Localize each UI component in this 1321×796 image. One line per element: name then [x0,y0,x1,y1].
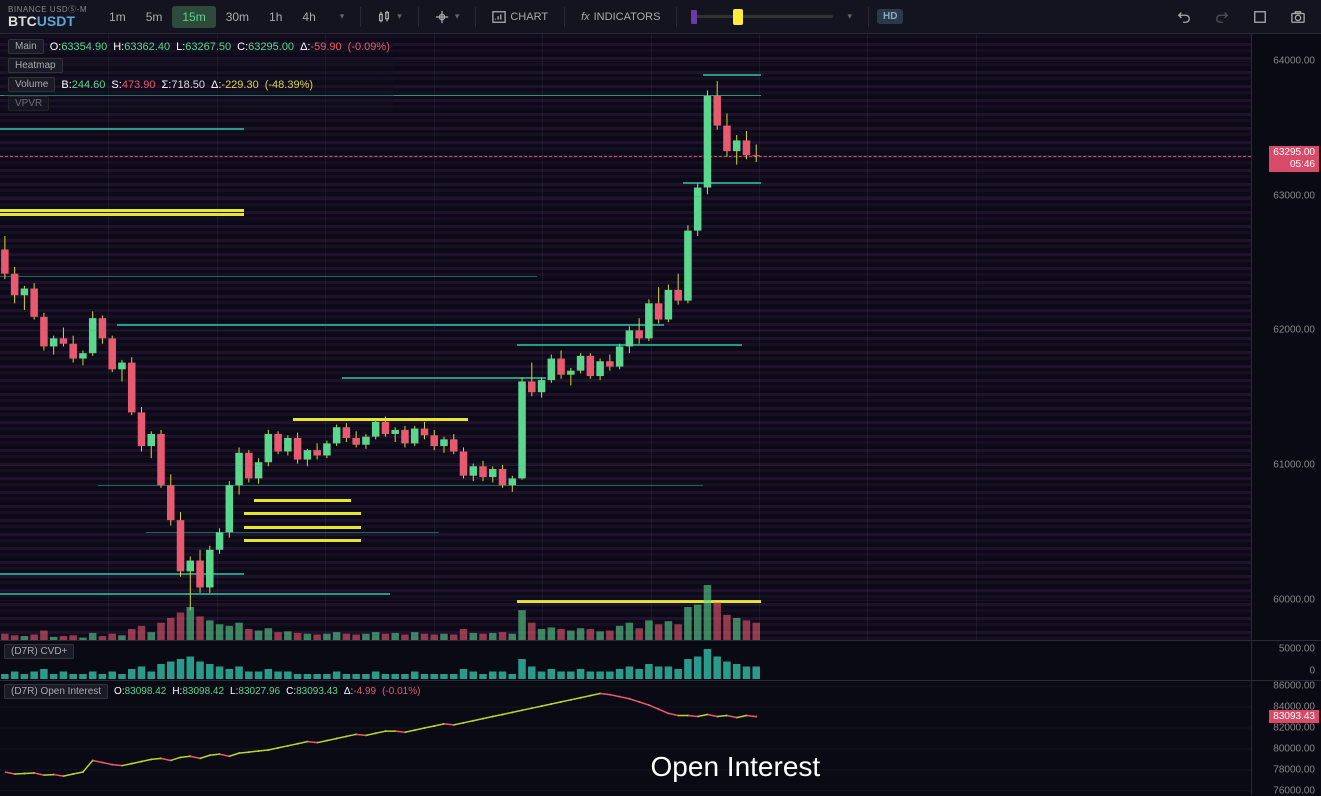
oi-y-axis[interactable]: 76000.0078000.0080000.0082000.0084000.00… [1251,681,1321,795]
timeframe-30m[interactable]: 30m [216,6,259,28]
symbol-selector[interactable]: BINANCE USDⓈ-M BTCUSDT [8,6,87,28]
cvd-y-axis[interactable]: 05000.00 [1251,641,1321,680]
timeframe-1h[interactable]: 1h [259,6,292,28]
drawing-tools-button[interactable]: ▾ [427,6,468,28]
zoom-slider[interactable] [693,15,833,18]
candlestick-icon [377,10,391,24]
oi-watermark: Open Interest [651,751,821,783]
pair-label: BTCUSDT [8,14,87,28]
fullscreen-button[interactable] [1245,6,1275,28]
heatmap-label-tag[interactable]: Heatmap [8,58,63,73]
chart-icon [492,10,506,24]
timeframe-more-dropdown[interactable]: ▾ [330,7,353,26]
undo-button[interactable] [1169,6,1199,28]
timeframe-1m[interactable]: 1m [99,6,136,28]
hd-badge[interactable]: HD [877,9,903,24]
main-label[interactable]: Main [8,39,44,54]
main-ohlc-row: Main O:63354.90 H:63362.40 L:63267.50 C:… [4,38,394,55]
timeframe-15m[interactable]: 15m [172,6,215,28]
slider-dropdown[interactable]: ▾ [837,7,860,26]
vpvr-label-tag[interactable]: VPVR [8,96,49,111]
redo-button[interactable] [1207,6,1237,28]
candle-style-button[interactable]: ▾ [369,6,410,28]
screenshot-button[interactable] [1283,6,1313,28]
price-y-axis[interactable]: 60000.0061000.0062000.0063000.0064000.00… [1251,34,1321,640]
price-flag: 63295.0005:46 [1269,146,1319,172]
chart-button[interactable]: CHART [484,6,556,28]
volume-bars [0,580,1251,640]
indicators-button[interactable]: fx INDICATORS [573,7,668,27]
cvd-label-tag[interactable]: (D7R) CVD+ [4,644,74,659]
redo-icon [1215,10,1229,24]
candlestick-chart [0,34,1251,640]
undo-icon [1177,10,1191,24]
timeframe-5m[interactable]: 5m [136,6,173,28]
fullscreen-icon [1253,10,1267,24]
cvd-bars [0,641,1251,680]
oi-ohlc-row: (D7R) Open Interest O:83098.42 H:83098.4… [4,684,420,699]
timeframe-4h[interactable]: 4h [292,6,325,28]
open-interest-panel[interactable]: (D7R) Open Interest O:83098.42 H:83098.4… [0,680,1321,795]
oi-price-flag: 83093.43 [1269,710,1319,723]
volume-label-tag[interactable]: Volume [8,77,55,92]
fx-icon: fx [581,11,590,23]
volume-ohlc-row: Volume B:244.60 S:473.90 Σ:718.50 Δ:-229… [4,76,394,93]
timeframe-group: 1m5m15m30m1h4h [99,10,326,24]
top-toolbar: BINANCE USDⓈ-M BTCUSDT 1m5m15m30m1h4h ▾ … [0,0,1321,34]
main-chart-panel[interactable]: Main O:63354.90 H:63362.40 L:63267.50 C:… [0,34,1321,640]
crosshair-icon [435,10,449,24]
camera-icon [1291,10,1305,24]
oi-label-tag[interactable]: (D7R) Open Interest [4,684,108,699]
cvd-panel[interactable]: (D7R) CVD+ 05000.00 [0,640,1321,680]
